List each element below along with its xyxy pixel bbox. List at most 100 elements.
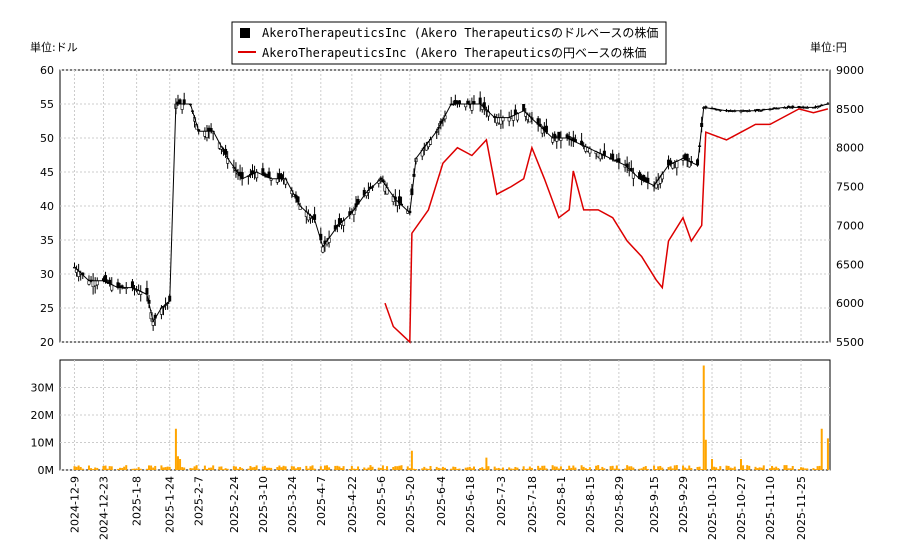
volume-bar [744, 469, 747, 470]
volume-bar [570, 467, 573, 470]
volume-bar [106, 468, 109, 470]
left-tick-label: 55 [40, 98, 54, 111]
volume-bar [580, 465, 583, 470]
volume-bar [501, 467, 504, 470]
volume-bar [334, 465, 337, 470]
volume-bar [615, 465, 618, 470]
right-tick-label: 6000 [836, 297, 864, 310]
volume-bar [222, 469, 225, 470]
volume-bar [783, 465, 786, 470]
usd-candles [72, 91, 830, 331]
candle-body [470, 103, 474, 111]
volume-bar [646, 468, 649, 470]
volume-bar [73, 466, 76, 470]
right-unit-label: 単位:円 [810, 40, 847, 54]
volume-bar [688, 465, 691, 470]
x-tick-label: 2025-3-24 [286, 476, 299, 533]
volume-bar [437, 467, 440, 470]
volume-bar [311, 465, 314, 470]
volume-bar [601, 466, 604, 470]
x-tick-label: 2025-7-3 [495, 476, 508, 526]
volume-bar [307, 468, 310, 470]
volume-bar [768, 468, 771, 470]
volume-bar [145, 468, 148, 470]
volume-tick-label: 10M [31, 437, 55, 450]
volume-bar [713, 466, 716, 470]
volume-bar [92, 468, 95, 470]
volume-bar [797, 469, 800, 470]
volume-bar [644, 466, 647, 470]
volume-bar [729, 467, 732, 470]
volume-bar [392, 466, 395, 470]
x-tick-label: 2025-11-10 [764, 476, 777, 540]
candle-body [178, 99, 182, 105]
legend: AkeroTherapeuticsInc (Akero Therapeutics… [231, 21, 667, 65]
volume-bar [282, 465, 285, 470]
volume-bar [804, 468, 807, 470]
volume-bar [773, 467, 776, 470]
volume-bar [582, 466, 585, 470]
volume-bar [628, 466, 631, 470]
volume-bar [456, 468, 459, 470]
volume-bar [595, 465, 598, 470]
volume-bar [208, 467, 211, 470]
volume-bar [336, 465, 339, 470]
candle-body [95, 280, 99, 286]
x-tick-label: 2025-8-15 [584, 476, 597, 533]
volume-tick-label: 30M [31, 382, 55, 395]
volume-bar [265, 467, 268, 470]
volume-bar [458, 468, 461, 470]
volume-bar [429, 465, 432, 470]
x-tick-label: 2025-1-24 [164, 476, 177, 533]
volume-bar [818, 465, 821, 470]
volume-bar [193, 466, 196, 470]
candle-body [557, 131, 561, 139]
volume-bar [441, 466, 444, 470]
volume-bar [630, 466, 633, 470]
volume-bar [814, 469, 817, 470]
volume-bar [557, 468, 560, 470]
volume-bar [294, 468, 297, 470]
volume-bar [586, 468, 589, 470]
volume-bar [659, 465, 662, 470]
volume-bar [263, 465, 266, 470]
candle-body [182, 99, 186, 105]
volume-bar [638, 468, 641, 470]
x-tick-label: 2025-3-10 [257, 476, 270, 533]
volume-bar [669, 466, 672, 470]
volume-bar [241, 468, 244, 470]
volume-bar [352, 468, 355, 470]
volume-bar [439, 468, 442, 470]
x-tick-label: 2025-5-6 [375, 476, 388, 526]
volume-bar [671, 468, 674, 470]
legend-usd-label: AkeroTherapeuticsInc (Akero Therapeutics… [262, 25, 658, 40]
volume-bar [777, 468, 780, 470]
volume-bar [715, 467, 718, 470]
volume-bar [508, 467, 511, 470]
volume-bar [624, 468, 627, 470]
volume-bar [611, 465, 614, 470]
volume-axis: 0M 10M 20M 30M [31, 382, 55, 478]
volume-bar [806, 468, 809, 470]
x-tick-label: 2025-8-1 [555, 476, 568, 526]
volume-bar [682, 465, 685, 470]
volume-bar [354, 468, 357, 470]
volume-bar [125, 465, 128, 470]
left-axis: 20 25 30 35 40 45 50 55 60 [40, 64, 54, 349]
volume-bar [584, 468, 587, 470]
volume-bar [657, 466, 660, 470]
volume-bar [760, 467, 763, 470]
volume-bar [812, 468, 815, 470]
volume-bar [195, 465, 198, 470]
volume-bar [632, 467, 635, 470]
volume-bar [367, 467, 370, 470]
volume-bar [220, 466, 223, 470]
volume-bar [396, 466, 399, 470]
volume-bar [425, 468, 428, 470]
volume-bar [802, 467, 805, 470]
volume-bar [135, 468, 138, 470]
right-axis: 5500 6000 6500 7000 7500 8000 8500 9000 [836, 64, 864, 349]
volume-bar [234, 466, 237, 470]
volume-bar [166, 466, 169, 470]
